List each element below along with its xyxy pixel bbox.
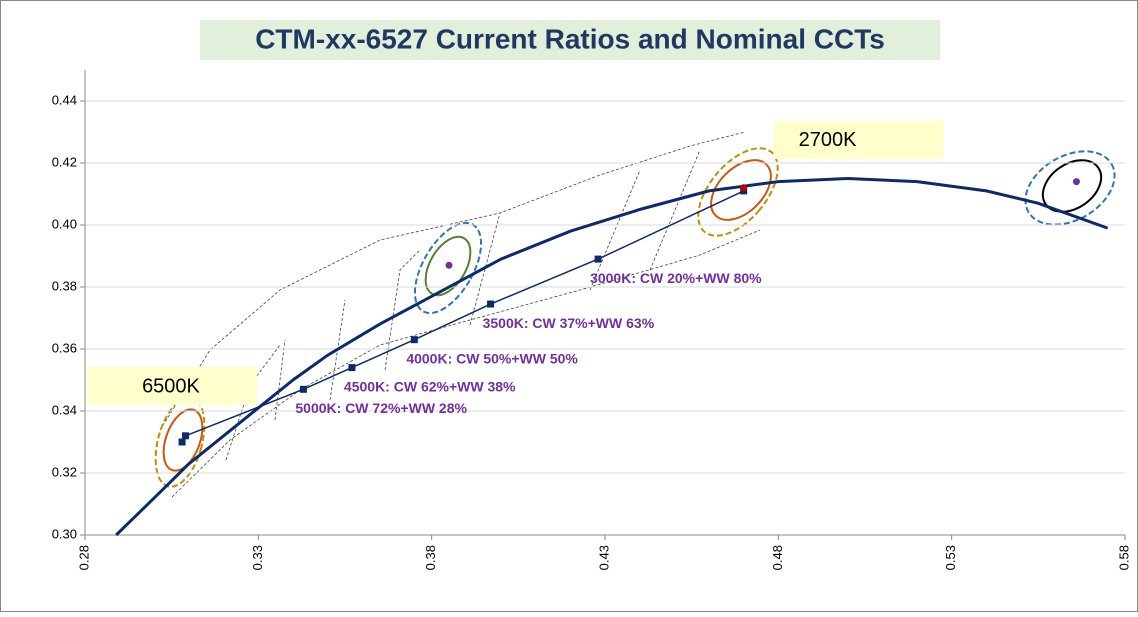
bin-outline bbox=[649, 149, 701, 271]
marker bbox=[182, 432, 190, 440]
marker bbox=[487, 300, 495, 308]
marker bbox=[410, 336, 418, 344]
marker bbox=[178, 438, 186, 446]
ellipse bbox=[1041, 159, 1103, 213]
point-label: 2700K bbox=[799, 129, 857, 151]
point-label: 6500K bbox=[142, 375, 200, 397]
x-tick-label: 0.53 bbox=[943, 545, 958, 570]
marker bbox=[348, 364, 356, 372]
x-tick-label: 0.38 bbox=[423, 545, 438, 570]
bin-outline bbox=[384, 249, 421, 371]
y-tick-label: 0.34 bbox=[52, 402, 77, 417]
marker bbox=[1072, 178, 1080, 186]
point-label: 4000K: CW 50%+WW 50% bbox=[406, 350, 578, 366]
y-tick-label: 0.38 bbox=[52, 278, 77, 293]
bin-outline bbox=[225, 344, 281, 461]
x-tick-label: 0.48 bbox=[770, 545, 785, 570]
marker bbox=[445, 261, 453, 269]
ellipse bbox=[710, 159, 772, 221]
x-tick-label: 0.58 bbox=[1116, 545, 1131, 570]
bin-outline bbox=[159, 131, 746, 431]
bin-outline bbox=[171, 229, 761, 498]
label-box bbox=[87, 367, 258, 405]
ellipse bbox=[1024, 150, 1116, 226]
grid bbox=[85, 100, 1125, 536]
ellipse bbox=[697, 147, 779, 237]
bin-outline bbox=[589, 169, 641, 291]
point-label: 5000K: CW 72%+WW 28% bbox=[295, 400, 467, 416]
x-tick-label: 0.43 bbox=[596, 545, 611, 570]
y-tick-label: 0.32 bbox=[52, 464, 77, 479]
point-label: 3000K: CW 20%+WW 80% bbox=[590, 270, 762, 286]
series-line bbox=[181, 190, 744, 443]
title-box bbox=[200, 20, 940, 60]
marker bbox=[594, 255, 602, 263]
chart-title: CTM-xx-6527 Current Ratios and Nominal C… bbox=[255, 23, 885, 54]
x-tick-label: 0.28 bbox=[76, 545, 91, 570]
y-tick-label: 0.42 bbox=[52, 154, 77, 169]
y-tick-label: 0.40 bbox=[52, 216, 77, 231]
bin-outlines bbox=[159, 131, 761, 498]
series-line bbox=[115, 176, 1109, 537]
point-label: 4500K: CW 62%+WW 38% bbox=[344, 378, 516, 394]
marker bbox=[299, 385, 307, 393]
bin-outline bbox=[274, 339, 286, 421]
y-tick-label: 0.44 bbox=[52, 92, 77, 107]
y-tick-label: 0.36 bbox=[52, 340, 77, 355]
y-tick-label: 0.30 bbox=[52, 526, 77, 541]
ellipse bbox=[162, 408, 204, 472]
ellipse bbox=[424, 235, 472, 297]
marker bbox=[740, 184, 748, 192]
x-tick-label: 0.33 bbox=[250, 545, 265, 570]
label-box bbox=[773, 120, 944, 159]
point-label: 3500K: CW 37%+WW 63% bbox=[483, 315, 655, 331]
